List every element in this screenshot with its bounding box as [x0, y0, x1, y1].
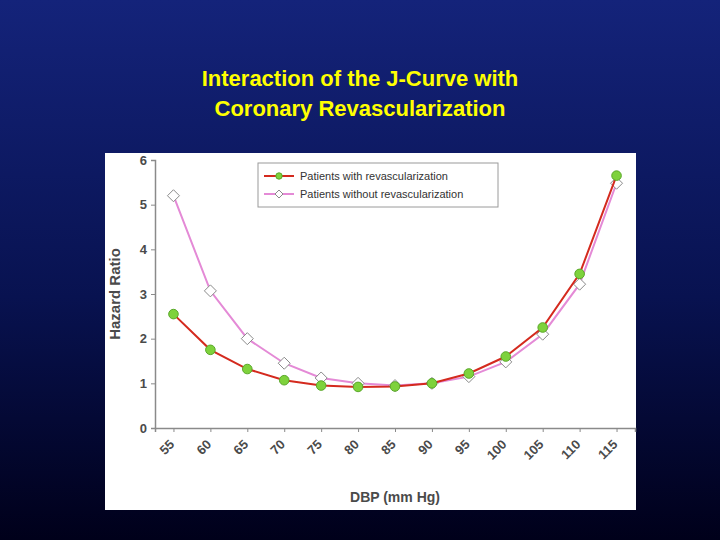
- y-tick: 2: [140, 331, 155, 346]
- x-tick-label: 75: [304, 437, 325, 458]
- x-tick-mark: [469, 428, 470, 432]
- title-line: Coronary Revascularization: [215, 96, 506, 121]
- y-tick: 5: [140, 197, 155, 212]
- x-tick-label: 105: [521, 437, 547, 463]
- x-tick-mark: [617, 428, 618, 432]
- y-axis: 0 1 2 3 4 5 6: [140, 153, 156, 436]
- x-tick-label: 70: [267, 437, 288, 458]
- y-tick-mark: [151, 339, 155, 340]
- point: [612, 171, 622, 181]
- x-tick: 60: [193, 428, 214, 458]
- background: [0, 0, 720, 540]
- point: [426, 377, 438, 389]
- x-tick: 70: [267, 428, 288, 458]
- x-tick: 90: [415, 428, 436, 458]
- y-tick: 1: [140, 376, 155, 391]
- x-tick-label: 90: [415, 437, 436, 458]
- y-tick-label: 1: [140, 376, 147, 391]
- y-tick: 6: [140, 153, 155, 168]
- x-tick: 65: [230, 428, 251, 458]
- x-tick: 110: [558, 428, 583, 462]
- series-line: [173, 183, 616, 385]
- x-tick-mark: [432, 428, 433, 432]
- y-tick-label: 5: [140, 197, 147, 212]
- x-axis-line: [156, 429, 636, 433]
- point: [167, 190, 179, 202]
- legend-marker: [276, 173, 282, 179]
- point: [390, 382, 400, 392]
- y-tick-mark: [151, 205, 155, 206]
- x-tick: 85: [378, 428, 399, 458]
- x-tick-mark: [321, 428, 322, 432]
- point: [316, 381, 326, 391]
- point: [279, 375, 289, 385]
- x-tick: 55: [156, 428, 177, 458]
- x-tick-mark: [284, 428, 285, 432]
- x-tick-label: 100: [484, 437, 510, 463]
- point: [427, 379, 437, 389]
- x-tick: 95: [452, 428, 473, 458]
- y-tick: 3: [140, 287, 155, 302]
- y-tick-label: 2: [140, 331, 147, 346]
- y-tick-mark: [151, 383, 155, 384]
- title-line: Interaction of the J-Curve with: [202, 66, 519, 91]
- y-tick-label: 4: [140, 242, 148, 257]
- x-axis: 55 60 65 70 75 80 85 90 95 100 105 110 115: [156, 428, 636, 463]
- y-tick: 0: [140, 421, 155, 436]
- y-tick-label: 0: [140, 421, 147, 436]
- point: [353, 382, 363, 392]
- point: [575, 269, 585, 279]
- x-tick: 80: [341, 428, 362, 458]
- x-tick: 75: [304, 428, 325, 458]
- x-tick-label: 60: [193, 437, 214, 458]
- y-tick-mark: [151, 428, 155, 429]
- x-tick-mark: [580, 428, 581, 432]
- y-tick-mark: [151, 249, 155, 250]
- x-tick-label: 55: [156, 437, 177, 458]
- x-tick: 100: [484, 428, 510, 463]
- x-tick-mark: [395, 428, 396, 432]
- x-tick-mark: [506, 428, 507, 432]
- chart-root: Interaction of the J-Curve with Coronary …: [0, 0, 720, 540]
- x-tick-label: 65: [230, 437, 251, 458]
- x-tick-label: 115: [595, 437, 620, 462]
- point: [169, 309, 179, 319]
- x-tick-label: 80: [341, 437, 362, 458]
- x-axis-title: DBP (mm Hg): [350, 489, 440, 505]
- x-tick-mark: [173, 428, 174, 432]
- point: [278, 357, 290, 369]
- legend-marker: [275, 190, 283, 198]
- x-tick-mark: [210, 428, 211, 432]
- point: [464, 369, 474, 379]
- point: [206, 345, 216, 355]
- point: [538, 323, 548, 333]
- legend-box: [258, 163, 498, 207]
- point: [243, 364, 253, 374]
- x-tick-label: 85: [378, 437, 399, 458]
- y-axis-line: [151, 161, 156, 429]
- x-tick-label: 95: [452, 437, 473, 458]
- legend: Patients with revascularization Patients …: [258, 163, 498, 207]
- title: Interaction of the J-Curve with Coronary …: [202, 66, 519, 121]
- point: [241, 333, 253, 345]
- y-tick: 4: [140, 242, 155, 257]
- y-tick-mark: [151, 160, 155, 161]
- x-tick: 105: [521, 428, 547, 463]
- y-tick-label: 3: [140, 287, 147, 302]
- x-tick-mark: [543, 428, 544, 432]
- point: [389, 380, 401, 392]
- legend-label: Patients without revascularization: [300, 188, 463, 200]
- y-axis-title: Hazard Ratio: [106, 248, 123, 340]
- point: [501, 352, 511, 362]
- x-tick-mark: [247, 428, 248, 432]
- series: [167, 177, 622, 391]
- y-tick-label: 6: [140, 153, 147, 168]
- y-tick-mark: [151, 294, 155, 295]
- legend-label: Patients with revascularization: [300, 170, 448, 182]
- point: [204, 285, 216, 297]
- x-tick: 115: [595, 428, 620, 462]
- chart-panel: [105, 153, 636, 510]
- x-tick-label: 110: [558, 437, 583, 462]
- x-tick-mark: [358, 428, 359, 432]
